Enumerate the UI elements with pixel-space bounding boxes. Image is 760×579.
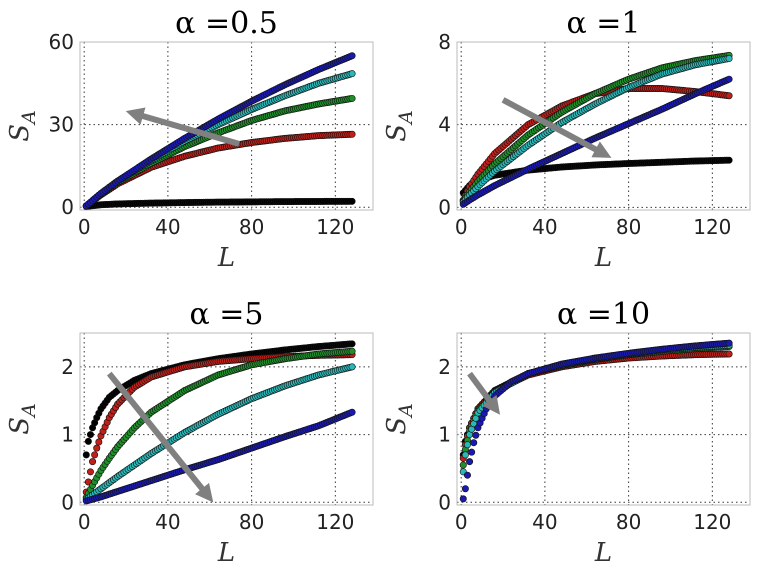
- data-point: [82, 451, 90, 459]
- y-axis-label: SA: [382, 110, 417, 142]
- y-tick-label: 0: [61, 490, 74, 514]
- chart-title: α =0.5: [175, 6, 278, 41]
- data-point: [468, 448, 476, 456]
- data-point: [348, 408, 356, 416]
- series-5: [82, 52, 356, 210]
- y-tick-label: 30: [49, 113, 74, 137]
- x-tick-label: 80: [616, 215, 641, 239]
- chart-title: α =10: [557, 297, 650, 332]
- data-point: [472, 431, 480, 439]
- data-point: [470, 439, 478, 447]
- series-4: [459, 341, 733, 476]
- series-3: [82, 347, 356, 502]
- y-tick-label: 8: [438, 30, 451, 54]
- data-point: [463, 471, 471, 479]
- data-point: [463, 441, 471, 449]
- y-tick-label: 0: [61, 195, 74, 219]
- data-point: [725, 339, 733, 347]
- trend-arrow: [467, 371, 501, 415]
- data-point: [459, 461, 467, 469]
- chart-panel-2: 0 40 80 120 0 4 8 α =1 L SA: [382, 6, 751, 273]
- y-tick-label: 1: [438, 423, 451, 447]
- data-point: [725, 350, 733, 358]
- x-tick-label: 80: [239, 215, 264, 239]
- data-point: [348, 347, 356, 355]
- x-axis-label: L: [217, 243, 235, 273]
- data-point: [348, 130, 356, 138]
- x-tick-label: 80: [616, 510, 641, 534]
- y-tick-label: 0: [438, 195, 451, 219]
- x-tick-label: 120: [316, 510, 354, 534]
- chart-title: α =1: [566, 6, 640, 41]
- data-point: [461, 451, 469, 459]
- x-tick-label: 40: [155, 510, 180, 534]
- x-tick-label: 120: [693, 215, 731, 239]
- x-tick-label: 0: [455, 510, 468, 534]
- x-axis-label: L: [217, 538, 235, 568]
- data-point: [461, 485, 469, 493]
- data-point: [95, 438, 103, 446]
- series-5: [82, 408, 356, 505]
- data-point: [725, 75, 733, 83]
- data-point: [86, 431, 94, 439]
- data-point: [348, 197, 356, 205]
- data-point: [725, 92, 733, 100]
- x-tick-label: 80: [239, 510, 264, 534]
- series-4: [82, 363, 356, 504]
- x-tick-label: 0: [78, 215, 91, 239]
- y-axis-label: SA: [382, 403, 417, 435]
- data-point: [89, 458, 97, 466]
- chart-panel-3: 0 40 80 120 0 1 2 α =5 L SA: [5, 297, 374, 568]
- data-point: [725, 55, 733, 63]
- data-point: [459, 495, 467, 503]
- series-2: [459, 350, 733, 462]
- x-axis-label: L: [594, 538, 612, 568]
- x-tick-label: 40: [532, 510, 557, 534]
- data-point: [86, 468, 94, 476]
- y-tick-label: 2: [438, 355, 451, 379]
- y-tick-label: 1: [61, 423, 74, 447]
- trend-arrow: [125, 107, 240, 147]
- x-tick-label: 0: [455, 215, 468, 239]
- y-tick-label: 0: [438, 490, 451, 514]
- x-tick-label: 40: [155, 215, 180, 239]
- chart-title: α =5: [189, 297, 263, 332]
- y-tick-label: 60: [49, 30, 74, 54]
- x-axis-label: L: [594, 243, 612, 273]
- data-point: [348, 363, 356, 371]
- data-point: [348, 52, 356, 60]
- series-1: [82, 197, 356, 210]
- series-5: [459, 75, 733, 208]
- y-tick-label: 2: [61, 355, 74, 379]
- x-tick-label: 120: [693, 510, 731, 534]
- y-axis-label: SA: [5, 403, 40, 435]
- x-tick-label: 120: [316, 215, 354, 239]
- trend-arrow: [106, 371, 214, 503]
- data-point: [348, 94, 356, 102]
- plot-frame: [456, 332, 751, 506]
- chart-panel-4: 0 40 80 120 0 1 2 α =10 L SA: [382, 297, 751, 568]
- data-point: [93, 444, 101, 452]
- y-axis-label: SA: [5, 110, 40, 142]
- trend-arrow: [501, 97, 612, 158]
- data-point: [725, 156, 733, 164]
- series-3: [82, 94, 356, 210]
- chart-panel-1: 0 40 80 120 0 30 60 α =0.5 L SA: [5, 6, 374, 273]
- data-point: [348, 70, 356, 78]
- x-tick-label: 40: [532, 215, 557, 239]
- series-3: [459, 343, 733, 469]
- plot-frame: [79, 332, 374, 506]
- data-point: [84, 437, 92, 445]
- series-2: [82, 130, 356, 210]
- y-tick-label: 4: [438, 113, 451, 137]
- data-point: [466, 458, 474, 466]
- data-point: [91, 451, 99, 459]
- data-point: [348, 340, 356, 348]
- x-tick-label: 0: [78, 510, 91, 534]
- plot-frame: [79, 41, 374, 211]
- plot-frame: [456, 41, 751, 211]
